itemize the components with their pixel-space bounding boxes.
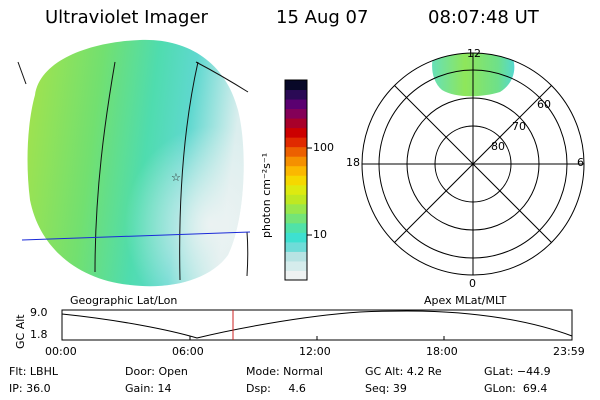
xtick-06: 06:00: [172, 345, 204, 358]
polar-grid: [361, 52, 585, 276]
colorbar-cell: [285, 146, 307, 157]
xtick-18: 18:00: [426, 345, 458, 358]
mode-info: Mode: Normal: [246, 365, 323, 378]
equator-line: [21, 231, 251, 241]
ip-info: IP: 36.0: [9, 382, 51, 395]
date-label: 15 Aug 07: [276, 7, 369, 28]
colorbar-cell: [285, 251, 307, 262]
apex-label: Apex MLat/MLT: [424, 294, 507, 307]
glon-info: GLon: 69.4: [484, 382, 548, 395]
colorbar-cell: [285, 118, 307, 129]
colorbar-cell: [285, 194, 307, 205]
mlt-6-label: 6: [577, 156, 584, 169]
glat-info: GLat: −44.9: [484, 365, 551, 378]
colorbar-unit-label: photon cm⁻²s⁻¹: [260, 152, 273, 238]
colorbar-cell: [285, 108, 307, 119]
instrument-title: Ultraviolet Imager: [45, 7, 208, 28]
seq-info: Seq: 39: [365, 382, 407, 395]
xtick-00: 00:00: [45, 345, 77, 358]
colorbar-cell: [285, 184, 307, 195]
colorbar-cell: [285, 137, 307, 148]
mlat-80-label: 80: [491, 140, 505, 153]
polar-plot: [361, 52, 585, 276]
colorbar-cell: [285, 222, 307, 233]
mlt-0-label: 0: [469, 277, 476, 290]
colorbar-cell: [285, 89, 307, 100]
xtick-2359: 23:59: [553, 345, 585, 358]
mlat-70-label: 70: [512, 120, 526, 133]
dsp-info: Dsp: 4.6: [246, 382, 306, 395]
gain-info: Gain: 14: [125, 382, 172, 395]
colorbar-cell: [285, 260, 307, 271]
lat-lon-grid: [17, 61, 249, 281]
altitude-ytick-high: 9.0: [30, 306, 48, 319]
colorbar-cell: [285, 175, 307, 186]
colorbar-cell: [285, 270, 307, 281]
colorbar-tick-10: 10: [313, 228, 327, 241]
geographic-label: Geographic Lat/Lon: [70, 294, 178, 307]
geographic-image: ☆: [17, 39, 251, 287]
colorbar-cell: [285, 156, 307, 167]
star-marker: ☆: [171, 171, 181, 184]
colorbar-cell: [285, 165, 307, 176]
mlt-12-label: 12: [467, 47, 481, 60]
colorbar-cell: [285, 232, 307, 243]
colorbar: [284, 79, 312, 281]
door-info: Door: Open: [125, 365, 188, 378]
gc-alt-info: GC Alt: 4.2 Re: [365, 365, 442, 378]
colorbar-tick-100: 100: [313, 141, 334, 154]
colorbar-cell: [285, 213, 307, 224]
filter-info: Flt: LBHL: [9, 365, 58, 378]
altitude-plot: [61, 309, 573, 341]
mlat-60-label: 60: [537, 98, 551, 111]
altitude-ytick-low: 1.8: [30, 328, 48, 341]
time-label: 08:07:48 UT: [428, 7, 539, 28]
colorbar-cell: [285, 241, 307, 252]
colorbar-cell: [285, 203, 307, 214]
colorbar-cell: [285, 80, 307, 91]
altitude-ylabel: GC Alt: [14, 314, 27, 349]
xtick-12: 12:00: [299, 345, 331, 358]
colorbar-cell: [285, 127, 307, 138]
altitude-curve: [61, 310, 573, 339]
colorbar-cell: [285, 99, 307, 110]
earth-disk: [27, 39, 244, 287]
mlt-18-label: 18: [346, 156, 360, 169]
